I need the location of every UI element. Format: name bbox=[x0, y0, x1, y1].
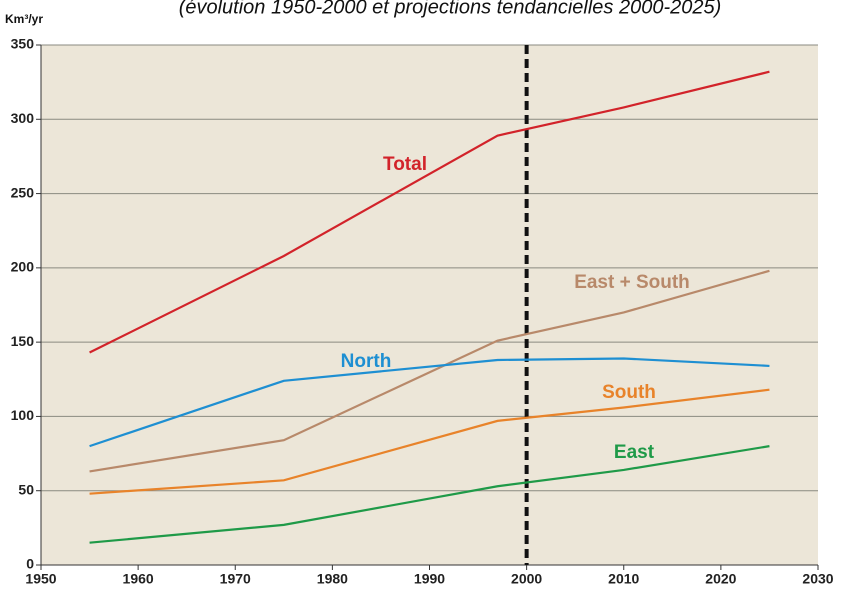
x-tick-label: 2030 bbox=[802, 571, 833, 587]
x-tick-label: 1960 bbox=[123, 571, 154, 587]
x-tick-label: 1990 bbox=[414, 571, 445, 587]
x-tick-label: 2020 bbox=[705, 571, 736, 587]
series-label: North bbox=[341, 351, 392, 372]
x-tick-label: 2010 bbox=[608, 571, 639, 587]
series-label: East + South bbox=[574, 272, 690, 293]
x-tick-label: 2000 bbox=[511, 571, 542, 587]
series-label: East bbox=[614, 442, 655, 463]
line-series bbox=[89, 388, 770, 495]
y-axis-label: Km³/yr bbox=[5, 12, 43, 26]
series-label: South bbox=[602, 382, 656, 403]
series-label: Total bbox=[383, 154, 427, 175]
y-tick-label: 200 bbox=[11, 259, 35, 275]
plot-area bbox=[41, 45, 818, 565]
line-series bbox=[89, 445, 770, 544]
line-series bbox=[89, 357, 770, 448]
y-tick-label: 150 bbox=[11, 333, 35, 349]
chart-subtitle: (évolution 1950-2000 et projections tend… bbox=[179, 0, 722, 18]
x-tick-label: 1980 bbox=[317, 571, 348, 587]
line-series bbox=[89, 70, 770, 354]
x-tick-label: 1950 bbox=[25, 571, 56, 587]
y-tick-label: 100 bbox=[11, 407, 35, 423]
x-tick-label: 1970 bbox=[220, 571, 251, 587]
y-tick-label: 50 bbox=[18, 481, 34, 497]
y-tick-label: 0 bbox=[26, 556, 34, 572]
line-series bbox=[89, 269, 770, 473]
y-tick-label: 300 bbox=[11, 110, 35, 126]
y-tick-label: 250 bbox=[11, 184, 35, 200]
y-tick-label: 350 bbox=[11, 36, 35, 52]
